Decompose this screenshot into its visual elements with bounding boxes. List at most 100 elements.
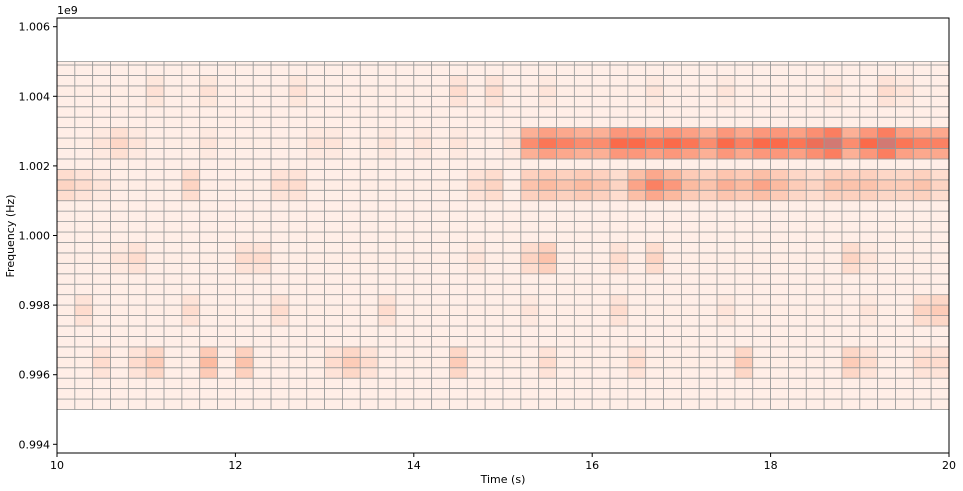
heatmap-cell bbox=[74, 127, 94, 139]
heatmap-cell bbox=[252, 377, 272, 390]
heatmap-cell bbox=[502, 356, 522, 369]
heatmap-cell bbox=[681, 64, 700, 76]
heatmap-cell bbox=[681, 273, 700, 285]
heatmap-cell bbox=[252, 75, 272, 87]
heatmap-cell bbox=[912, 231, 932, 243]
heatmap-cell bbox=[591, 95, 611, 108]
heatmap-cell bbox=[716, 336, 736, 348]
heatmap-cell bbox=[359, 75, 379, 87]
heatmap-cell bbox=[163, 116, 183, 129]
heatmap-cell bbox=[912, 106, 932, 118]
heatmap-cell bbox=[181, 158, 201, 170]
heatmap-cell bbox=[306, 294, 326, 306]
heatmap-cell bbox=[912, 75, 932, 87]
heatmap-cell bbox=[74, 283, 94, 296]
heatmap-cell bbox=[859, 210, 879, 222]
heatmap-cell bbox=[359, 127, 379, 139]
heatmap-cell bbox=[413, 168, 433, 181]
heatmap-cell bbox=[484, 273, 504, 285]
heatmap-cell bbox=[359, 61, 379, 66]
heatmap-cell bbox=[645, 304, 664, 316]
heatmap-cell bbox=[556, 200, 575, 212]
heatmap-cell bbox=[217, 61, 236, 66]
heatmap-cell bbox=[663, 367, 682, 379]
heatmap-cell bbox=[92, 388, 111, 400]
heatmap-cell bbox=[895, 252, 914, 264]
heatmap-cell bbox=[377, 148, 397, 160]
heatmap-cell bbox=[145, 210, 165, 222]
heatmap-cell bbox=[591, 325, 611, 337]
heatmap-cell bbox=[145, 283, 165, 296]
heatmap-cell bbox=[520, 356, 540, 369]
heatmap-cell bbox=[163, 137, 183, 149]
heatmap-cell bbox=[234, 252, 254, 264]
heatmap-cell bbox=[449, 336, 468, 348]
heatmap-cell bbox=[538, 252, 557, 264]
heatmap-cell bbox=[573, 85, 593, 97]
heatmap-cell bbox=[502, 75, 522, 87]
heatmap-cell bbox=[538, 356, 557, 369]
heatmap-cell bbox=[181, 273, 201, 285]
heatmap-cell bbox=[895, 388, 914, 400]
heatmap-cell bbox=[74, 85, 94, 97]
heatmap-cell bbox=[734, 262, 754, 275]
heatmap-cell bbox=[288, 210, 308, 222]
heatmap-cell bbox=[359, 200, 379, 212]
heatmap-cell bbox=[74, 116, 94, 129]
heatmap-cell bbox=[770, 356, 789, 369]
heatmap-cell bbox=[681, 262, 700, 275]
heatmap-cell bbox=[930, 336, 950, 348]
heatmap-cell bbox=[556, 75, 575, 87]
heatmap-cell bbox=[92, 61, 111, 66]
heatmap-cell bbox=[734, 210, 754, 222]
heatmap-cell bbox=[92, 168, 111, 181]
heatmap-cell bbox=[306, 148, 326, 160]
heatmap-cell bbox=[734, 148, 754, 160]
heatmap-cell bbox=[377, 106, 397, 118]
heatmap-cell bbox=[770, 398, 789, 410]
heatmap-cell bbox=[145, 252, 165, 264]
x-tick-label: 20 bbox=[942, 459, 956, 472]
heatmap-cell bbox=[181, 106, 201, 118]
heatmap-cell bbox=[716, 346, 736, 358]
heatmap-cell bbox=[342, 283, 361, 296]
heatmap-cell bbox=[788, 346, 807, 358]
heatmap-cell bbox=[627, 356, 647, 369]
heatmap-cell bbox=[217, 294, 236, 306]
heatmap-cell bbox=[841, 336, 861, 348]
heatmap-cell bbox=[324, 325, 343, 337]
heatmap-cell bbox=[627, 325, 647, 337]
heatmap-cell bbox=[716, 388, 736, 400]
heatmap-cell bbox=[449, 179, 468, 191]
heatmap-cell bbox=[74, 64, 94, 76]
heatmap-cell bbox=[324, 252, 343, 264]
heatmap-cell bbox=[573, 106, 593, 118]
heatmap-cell bbox=[788, 252, 807, 264]
heatmap-cell bbox=[627, 189, 647, 202]
heatmap-cell bbox=[324, 315, 343, 327]
heatmap-cell bbox=[752, 398, 772, 410]
heatmap-cell bbox=[627, 75, 647, 87]
heatmap-cell bbox=[538, 242, 557, 254]
heatmap-cell bbox=[377, 168, 397, 181]
heatmap-cell bbox=[466, 336, 486, 348]
heatmap-cell bbox=[734, 367, 754, 379]
heatmap-cell bbox=[395, 346, 415, 358]
heatmap-cell bbox=[591, 148, 611, 160]
heatmap-cell bbox=[859, 252, 879, 264]
heatmap-cell bbox=[770, 116, 789, 129]
heatmap-cell bbox=[770, 137, 789, 149]
heatmap-cell bbox=[591, 242, 611, 254]
heatmap-cell bbox=[217, 168, 236, 181]
heatmap-cell bbox=[895, 336, 914, 348]
heatmap-cell bbox=[127, 189, 147, 202]
heatmap-cell bbox=[663, 148, 682, 160]
heatmap-cell bbox=[520, 179, 540, 191]
heatmap-cell bbox=[895, 283, 914, 296]
heatmap-cell bbox=[609, 221, 629, 233]
heatmap-cell bbox=[181, 294, 201, 306]
heatmap-cell bbox=[573, 210, 593, 222]
heatmap-cell bbox=[573, 262, 593, 275]
heatmap-cell bbox=[306, 346, 326, 358]
heatmap-cell bbox=[502, 137, 522, 149]
